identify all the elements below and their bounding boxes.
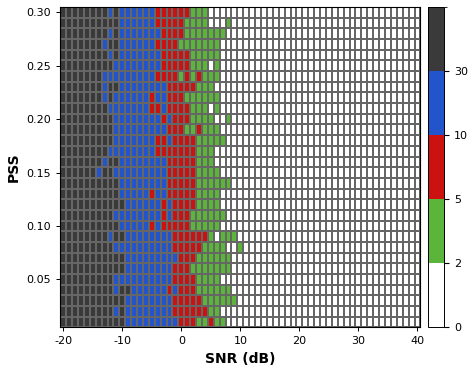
Y-axis label: PSS: PSS xyxy=(7,153,21,182)
X-axis label: SNR (dB): SNR (dB) xyxy=(205,352,275,366)
